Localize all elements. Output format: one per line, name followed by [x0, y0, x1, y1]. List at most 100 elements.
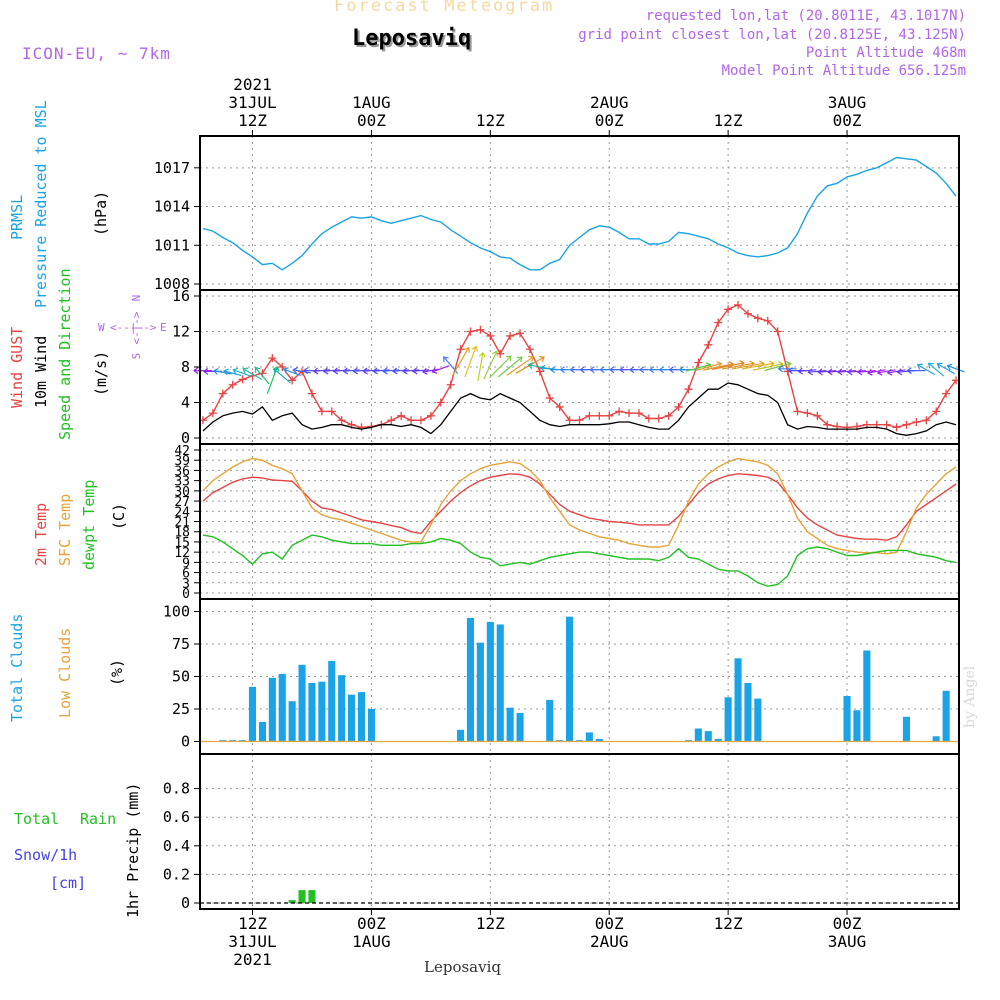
arrow-shaft [764, 362, 791, 372]
total-cloud-bar-38 [853, 710, 861, 742]
arrow-shaft [363, 369, 380, 372]
total-cloud-bar-20 [496, 624, 504, 742]
total-cloud-bar-2 [239, 740, 247, 742]
wind-label-gust: Wind GUST [8, 327, 26, 408]
y-tick-label-clouds-0: 0 [181, 733, 190, 751]
compass-w: W [98, 321, 105, 334]
arrow-shaft [223, 370, 242, 377]
arrow-shaft [402, 369, 420, 372]
y-tick-label-wind-3: 12 [172, 323, 190, 341]
top-time-label-3-1: 00Z [595, 111, 624, 130]
wind-direction-arrow-65 [837, 368, 857, 376]
wind-direction-arrow-0 [193, 367, 212, 375]
y-tick-label-temp-3: 9 [182, 556, 190, 571]
arrow-head [372, 367, 378, 375]
compass-arrows: <--|--> [110, 321, 157, 334]
app-title: Forecast Meteogram [334, 0, 555, 16]
arrow-shaft [333, 369, 350, 372]
arrow-head [254, 366, 261, 373]
wind-direction-arrow-51 [695, 361, 723, 372]
arrow-shaft [488, 355, 512, 379]
arrow-head [505, 355, 512, 362]
total-cloud-bar-17 [466, 618, 474, 742]
credit-watermark: by Angel [962, 665, 978, 728]
arrow-shaft [798, 369, 817, 372]
top-time-label-0-1: 31JUL [228, 93, 276, 112]
arrow-shaft [254, 367, 270, 385]
arrow-head [471, 345, 479, 352]
wind-gust-marker-42 [615, 407, 624, 416]
total-cloud-bar-27 [585, 732, 593, 742]
y-tick-label-precip-4: 0.8 [163, 780, 190, 798]
arrow-head [478, 351, 486, 358]
arrow-head [787, 367, 793, 375]
wind-direction-arrow-6 [254, 366, 270, 385]
arrow-shaft [266, 366, 278, 395]
y-tick-label-precip-3: 0.6 [163, 808, 190, 826]
arrow-head [492, 350, 499, 357]
wind-direction-arrow-9 [282, 367, 301, 376]
arrow-head [232, 367, 239, 375]
arrow-shaft [213, 370, 232, 375]
arrow-head [411, 367, 418, 375]
arrow-head [352, 367, 358, 375]
pressure-label-2: Pressure Reduced to MSL [32, 100, 50, 308]
total-cloud-bar-34 [734, 658, 742, 742]
wind-gust-marker-37 [565, 416, 574, 425]
arrow-head [856, 368, 863, 376]
arrow-head [402, 367, 408, 375]
wind-direction-arrow-66 [846, 368, 866, 376]
wind-direction-arrow-59 [777, 365, 797, 373]
y-tick-label-temp-4: 12 [174, 546, 190, 561]
total-cloud-bar-10 [318, 681, 326, 742]
wind-direction-arrow-5 [242, 367, 263, 381]
top-time-label-1-1: 00Z [357, 111, 386, 130]
arrow-shaft [752, 363, 783, 371]
wind-direction-arrow-73 [916, 363, 936, 376]
arrow-head [431, 367, 438, 374]
arrow-head [322, 367, 329, 375]
total-cloud-bar-36 [754, 698, 762, 742]
arrow-head [728, 361, 735, 368]
arrow-shaft [731, 362, 764, 370]
wind-direction-arrow-30 [488, 355, 512, 379]
arrow-shaft [837, 370, 857, 373]
arrow-shaft [451, 347, 470, 377]
bottom-time-label-2-0: 12Z [476, 914, 505, 933]
total-cloud-bar-37 [843, 696, 851, 742]
arrow-head [817, 368, 823, 376]
arrow-shaft [928, 362, 945, 377]
arrow-head [579, 366, 585, 374]
arrow-shaft [273, 368, 291, 384]
total-cloud-bar-39 [863, 650, 871, 742]
total-cloud-bar-21 [506, 707, 514, 742]
arrow-head [362, 367, 368, 375]
arrow-shaft [867, 369, 886, 374]
wind-gust-marker-32 [516, 329, 525, 338]
wind-gust-marker-53 [724, 305, 733, 314]
arrow-shaft [937, 363, 955, 375]
wind-direction-arrow-70 [886, 368, 906, 376]
top-time-label-4-0: 12Z [714, 111, 743, 130]
arrow-head [527, 362, 534, 370]
top-time-label-0-2: 12Z [238, 111, 267, 130]
wind-direction-arrow-26 [451, 346, 470, 377]
total-cloud-bar-19 [486, 621, 494, 742]
wind-gust-marker-39 [585, 411, 594, 420]
total-cloud-bar-9 [308, 683, 316, 742]
arrow-shaft [741, 362, 774, 370]
arrow-head [946, 363, 953, 371]
wind-direction-arrow-71 [896, 368, 916, 376]
top-time-label-5-0: 3AUG [828, 93, 867, 112]
wind-direction-arrow-2 [212, 367, 232, 375]
wind-gust-marker-55 [743, 309, 752, 318]
cloud-label-low: Low Clouds [56, 628, 74, 718]
arrow-head [223, 368, 229, 376]
y-tick-label-clouds-4: 100 [163, 603, 190, 621]
arrow-shaft [343, 369, 360, 372]
arrow-head [906, 367, 912, 375]
panel-frame-precip [199, 753, 960, 910]
y-tick-label-temp-9: 27 [174, 495, 190, 510]
arrow-shaft [721, 362, 755, 370]
